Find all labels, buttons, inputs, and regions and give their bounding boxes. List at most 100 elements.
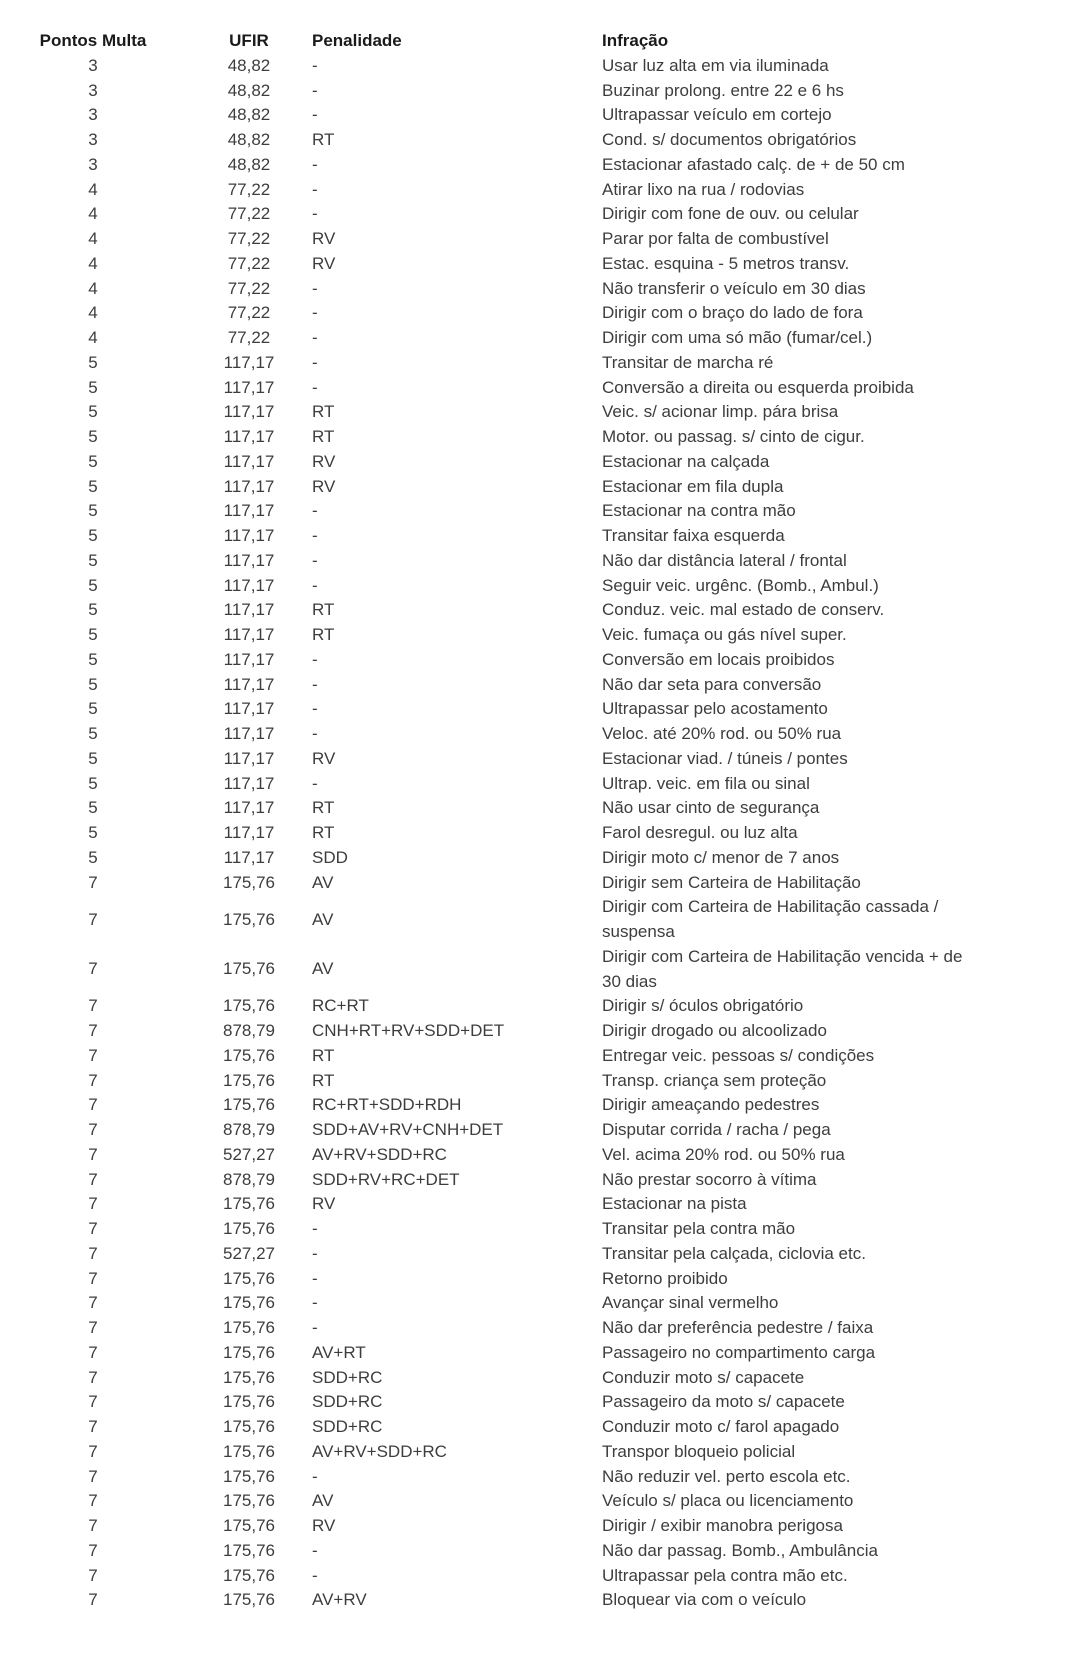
pontos-cell: 7 (88, 1243, 98, 1263)
infracao-cell: Bloquear via com o veículo (602, 1590, 807, 1610)
ufir-cell: 175,76 (223, 1367, 275, 1387)
penalidade-cell: - (312, 575, 318, 595)
penalidade-cell: AV+RT (312, 1342, 366, 1362)
pontos-cell: 5 (88, 699, 98, 719)
table-row: 7 175,76 AV+RV Bloquear via com o veícul… (0, 1588, 1080, 1613)
infracao-cell: Não dar distância lateral / frontal (602, 550, 847, 570)
penalidade-cell: RV (312, 253, 336, 273)
table-row: 7 175,76 AV Veículo s/ placa ou licencia… (0, 1489, 1080, 1514)
table-row: 7 175,76 AV Dirigir sem Carteira de Habi… (0, 871, 1080, 896)
infracao-cell: Usar luz alta em via iluminada (602, 55, 829, 75)
ufir-cell: 175,76 (223, 1219, 275, 1238)
table-row: 4 77,22 - Dirigir com o braço do lado de… (0, 301, 1080, 326)
table-row: 7 175,76 AV+RV+SDD+RC Transpor bloqueio … (0, 1440, 1080, 1465)
table-row: 7 175,76 - Não dar passag. Bomb., Ambulâ… (0, 1539, 1080, 1564)
pontos-cell: 7 (88, 996, 98, 1016)
penalidade-cell: - (312, 278, 318, 298)
table-row: 7 878,79 CNH+RT+RV+SDD+DET Dirigir droga… (0, 1019, 1080, 1044)
ufir-cell: 117,17 (223, 526, 275, 545)
column-header-penalidade: Penalidade (312, 31, 402, 50)
infracao-cell: Estacionar viad. / túneis / pontes (602, 748, 848, 768)
pontos-cell: 4 (88, 179, 98, 199)
ufir-cell: 175,76 (223, 1318, 275, 1337)
table-row: 5 117,17 - Estacionar na contra mão (0, 499, 1080, 524)
infracao-cell: Dirigir com uma só mão (fumar/cel.) (602, 328, 873, 347)
infracao-cell: Vel. acima 20% rod. ou 50% rua (602, 1144, 845, 1164)
ufir-cell: 117,17 (223, 427, 275, 446)
infracao-cell: Ultrap. veic. em fila ou sinal (602, 773, 810, 793)
table-row: 3 48,82 - Ultrapassar veículo em cortejo (0, 103, 1080, 128)
ufir-cell: 117,17 (223, 724, 275, 743)
ufir-cell: 878,79 (223, 1120, 275, 1139)
penalidade-cell: RV (312, 748, 336, 768)
infracao-cell: Buzinar prolong. entre 22 e 6 hs (602, 80, 844, 100)
penalidade-cell: SDD+RC (312, 1367, 383, 1387)
infracao-cell: Veic. fumaça ou gás nível super. (602, 625, 847, 644)
table-row: 4 77,22 - Dirigir com fone de ouv. ou ce… (0, 202, 1080, 227)
ufir-cell: 175,76 (223, 996, 275, 1016)
infracao-cell: Transitar faixa esquerda (602, 526, 785, 545)
ufir-cell: 117,17 (223, 600, 275, 620)
penalidade-cell: - (312, 154, 318, 174)
penalidade-cell: - (312, 699, 318, 719)
table-row: 5 117,17 - Seguir veic. urgênc. (Bomb., … (0, 574, 1080, 599)
table-row: 7 175,76 RT Entregar veic. pessoas s/ co… (0, 1044, 1080, 1069)
penalidade-cell: RT (312, 798, 335, 818)
table-row: 4 77,22 - Dirigir com uma só mão (fumar/… (0, 326, 1080, 351)
table-row: 5 117,17 - Conversão em locais proibidos (0, 648, 1080, 673)
table-row: 3 48,82 - Estacionar afastado calç. de +… (0, 153, 1080, 178)
infracao-cell: Dirigir com o braço do lado de fora (602, 303, 863, 323)
penalidade-cell: RT (312, 625, 335, 644)
ufir-cell: 117,17 (223, 501, 275, 521)
infracao-cell: Estacionar na calçada (602, 451, 770, 471)
ufir-cell: 117,17 (223, 748, 275, 768)
penalidade-cell: RT (312, 402, 335, 422)
infracao-cell: Não transferir o veículo em 30 dias (602, 278, 866, 298)
penalidade-cell: RT (312, 823, 335, 842)
table-row: 5 117,17 - Transitar faixa esquerda (0, 524, 1080, 549)
table-row: 5 117,17 - Não dar seta para conversão (0, 673, 1080, 698)
penalidade-cell: SDD+RC (312, 1417, 383, 1436)
pontos-cell: 7 (88, 909, 98, 929)
pontos-cell: 5 (88, 625, 98, 644)
pontos-cell: 5 (88, 649, 98, 669)
pontos-cell: 5 (88, 451, 98, 471)
pontos-cell: 3 (88, 105, 98, 125)
table-row: 5 117,17 RT Não usar cinto de segurança (0, 796, 1080, 821)
table-row: 5 117,17 - Conversão a direita ou esquer… (0, 376, 1080, 401)
ufir-cell: 117,17 (223, 773, 275, 793)
pontos-cell: 5 (88, 798, 98, 818)
table-row: 7 175,76 RT Transp. criança sem proteção (0, 1069, 1080, 1094)
ufir-cell: 175,76 (223, 1194, 275, 1214)
ufir-cell: 878,79 (223, 1169, 275, 1189)
infracao-cell: Estacionar afastado calç. de + de 50 cm (602, 154, 905, 174)
table-row: 4 77,22 RV Parar por falta de combustíve… (0, 227, 1080, 252)
table-row: 5 117,17 RT Veic. fumaça ou gás nível su… (0, 623, 1080, 648)
ufir-cell: 77,22 (227, 204, 271, 224)
pontos-cell: 7 (88, 1417, 98, 1436)
infracao-cell: Ultrapassar veículo em cortejo (602, 105, 832, 125)
pontos-cell: 7 (88, 1318, 98, 1337)
pontos-cell: 7 (88, 1293, 98, 1313)
infracao-cell: Dirigir com Carteira de Habilitação venc… (602, 946, 963, 991)
penalidade-cell: SDD+RC (312, 1392, 383, 1412)
pontos-cell: 5 (88, 550, 98, 570)
penalidade-cell: RV (312, 451, 336, 471)
infracao-cell: Não dar passag. Bomb., Ambulância (602, 1540, 878, 1560)
ufir-cell: 527,27 (223, 1144, 275, 1164)
penalidade-cell: - (312, 179, 318, 199)
pontos-cell: 7 (88, 1491, 98, 1511)
ufir-cell: 77,22 (227, 253, 271, 273)
table-row: 7 175,76 SDD+RC Conduzir moto c/ farol a… (0, 1415, 1080, 1440)
ufir-cell: 77,22 (227, 328, 271, 347)
infracao-cell: Entregar veic. pessoas s/ condições (602, 1045, 875, 1065)
infracao-cell: Conduzir moto s/ capacete (602, 1367, 805, 1387)
ufir-cell: 77,22 (227, 303, 271, 323)
pontos-cell: 7 (88, 1590, 98, 1610)
penalidade-cell: CNH+RT+RV+SDD+DET (312, 1021, 505, 1040)
table-row: 7 175,76 - Retorno proibido (0, 1267, 1080, 1292)
ufir-cell: 117,17 (223, 699, 275, 719)
ufir-cell: 48,82 (227, 55, 271, 75)
penalidade-cell: AV (312, 1491, 334, 1511)
penalidade-cell: RT (312, 130, 335, 149)
